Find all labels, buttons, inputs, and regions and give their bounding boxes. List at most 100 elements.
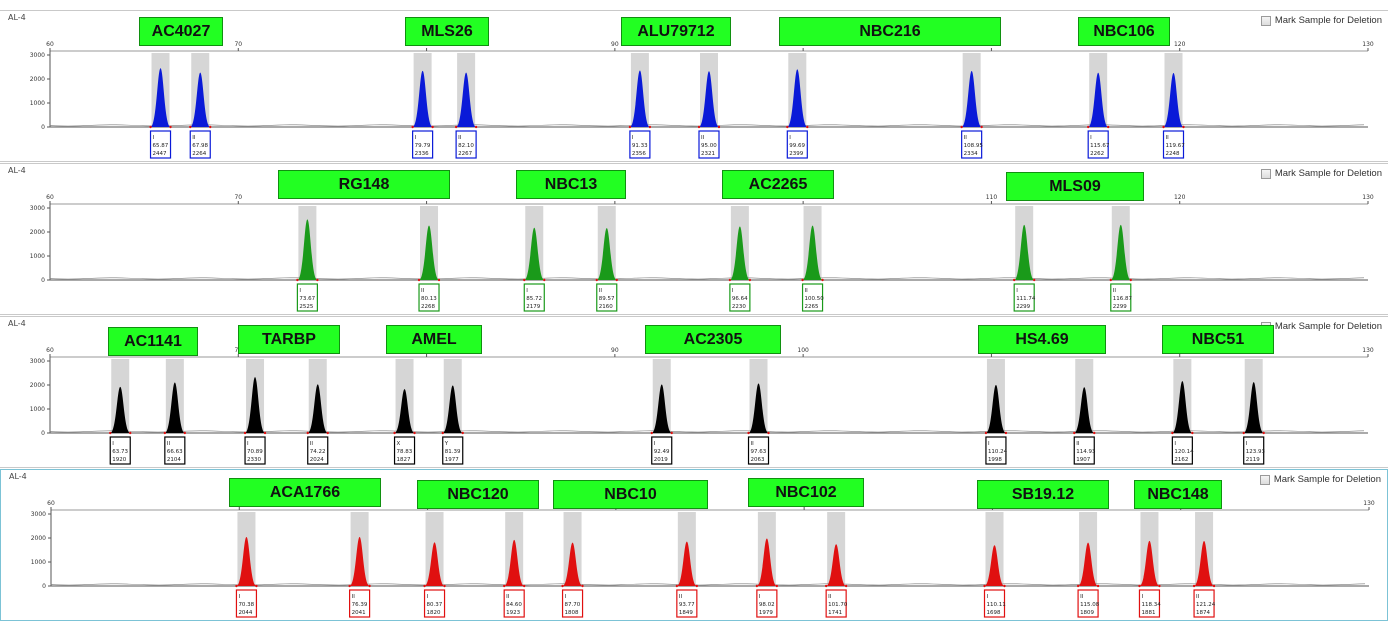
allele-size: 123.93: [1246, 449, 1266, 455]
mark-sample-checkbox[interactable]: [1260, 15, 1271, 26]
mark-sample-for-deletion[interactable]: Mark Sample for Deletion: [1260, 168, 1382, 179]
y-tick-label: 2000: [30, 76, 45, 83]
allele-size: 98.02: [759, 602, 775, 608]
marker-label[interactable]: NBC10: [553, 480, 708, 509]
allele-name: I: [526, 288, 528, 294]
marker-label[interactable]: NBC148: [1134, 480, 1222, 509]
allele-size: 80.13: [421, 296, 437, 302]
marker-label[interactable]: NBC51: [1162, 325, 1274, 354]
marker-label[interactable]: NBC13: [516, 170, 626, 199]
y-tick-label: 1000: [30, 100, 45, 107]
mark-sample-label: Mark Sample for Deletion: [1274, 15, 1382, 26]
allele-name: II: [599, 288, 603, 294]
peak-end-dot: [1096, 584, 1100, 588]
peak-start-dot: [628, 125, 632, 129]
allele-height: 1979: [759, 610, 773, 616]
peak: [504, 539, 525, 586]
peak-end-dot: [1212, 584, 1216, 588]
peak: [1074, 387, 1095, 433]
allele-name: I: [986, 594, 988, 600]
mark-sample-for-deletion[interactable]: Mark Sample for Deletion: [1260, 15, 1382, 26]
peak-start-dot: [960, 125, 963, 129]
marker-label[interactable]: NBC216: [779, 17, 1001, 46]
marker-label[interactable]: AC1141: [108, 327, 198, 356]
mark-sample-checkbox[interactable]: [1259, 474, 1270, 485]
allele-call-box: [393, 436, 416, 465]
panel-label: AL-4: [9, 472, 27, 481]
allele-height: 2160: [599, 304, 613, 310]
peak: [802, 225, 823, 280]
marker-label[interactable]: TARBP: [238, 325, 340, 354]
allele-call-box: [983, 589, 1006, 618]
peak-start-dot: [502, 584, 506, 588]
allele-call-box: [786, 130, 808, 159]
x-tick-label: 130: [1363, 500, 1375, 507]
peak-start-dot: [697, 125, 701, 129]
allele-height: 1849: [679, 610, 693, 616]
allele-call-box: [1073, 436, 1095, 465]
peak: [699, 71, 719, 127]
marker-label[interactable]: AC2305: [645, 325, 781, 354]
peak-end-dot: [1003, 584, 1006, 588]
allele-call-box: [1013, 283, 1035, 312]
marker-label[interactable]: NBC102: [748, 478, 864, 507]
baseline-trace: [49, 430, 1365, 433]
peak: [297, 219, 318, 280]
allele-height: 2041: [352, 610, 366, 616]
peak: [748, 383, 769, 433]
peak: [245, 377, 266, 433]
allele-height: 1874: [1196, 610, 1210, 616]
mark-sample-checkbox[interactable]: [1260, 168, 1271, 179]
allele-size: 120.14: [1174, 449, 1194, 455]
allele-height: 2299: [1113, 304, 1127, 310]
peak: [1078, 542, 1099, 586]
marker-label[interactable]: NBC120: [417, 480, 539, 509]
marker-label[interactable]: AMEL: [386, 325, 482, 354]
allele-size: 78.83: [397, 449, 413, 455]
allele-height: 2525: [299, 304, 313, 310]
allele-name: I: [632, 135, 634, 141]
allele-height: 1698: [986, 610, 1000, 616]
peak-start-dot: [561, 584, 564, 588]
allele-call-box: [164, 436, 186, 465]
allele-size: 100.50: [805, 296, 825, 302]
allele-name: I: [112, 441, 114, 447]
marker-label[interactable]: AC4027: [139, 17, 223, 46]
marker-label[interactable]: MLS26: [405, 17, 489, 46]
allele-name: I: [654, 441, 656, 447]
marker-label[interactable]: AC2265: [722, 170, 834, 199]
x-tick-label: 60: [46, 194, 54, 201]
allele-call-box: [1110, 283, 1132, 312]
peak-end-dot: [670, 431, 673, 435]
allele-name: II: [352, 594, 356, 600]
peak-start-dot: [163, 431, 167, 435]
allele-name: II: [310, 441, 314, 447]
marker-label[interactable]: HS4.69: [978, 325, 1106, 354]
peak-start-dot: [441, 431, 444, 435]
allele-call-box: [1087, 130, 1109, 159]
y-tick-label: 1000: [30, 406, 45, 413]
trace-chart: 607080901001101201303000200010000I65.872…: [30, 41, 1374, 159]
y-tick-label: 2000: [30, 382, 45, 389]
peak-start-dot: [595, 278, 598, 282]
allele-name: I: [1016, 288, 1018, 294]
y-tick-label: 1000: [31, 559, 46, 566]
marker-label[interactable]: NBC106: [1078, 17, 1170, 46]
marker-label[interactable]: ALU79712: [621, 17, 731, 46]
peak-start-dot: [983, 584, 986, 588]
peak-start-dot: [786, 125, 789, 129]
marker-label[interactable]: MLS09: [1006, 172, 1144, 201]
marker-label[interactable]: SB19.12: [977, 480, 1109, 509]
peak: [596, 228, 617, 280]
marker-label[interactable]: RG148: [278, 170, 450, 199]
mark-sample-for-deletion[interactable]: Mark Sample for Deletion: [1259, 474, 1381, 485]
marker-label[interactable]: ACA1766: [229, 478, 381, 507]
peak: [1243, 382, 1264, 433]
allele-size: 79.79: [415, 143, 431, 149]
allele-name: I: [238, 594, 240, 600]
allele-size: 115.67: [1090, 143, 1110, 149]
allele-name: I: [1246, 441, 1248, 447]
allele-height: 2119: [1246, 457, 1260, 463]
panel-label: AL-4: [8, 13, 26, 22]
allele-call-box: [1077, 589, 1099, 618]
